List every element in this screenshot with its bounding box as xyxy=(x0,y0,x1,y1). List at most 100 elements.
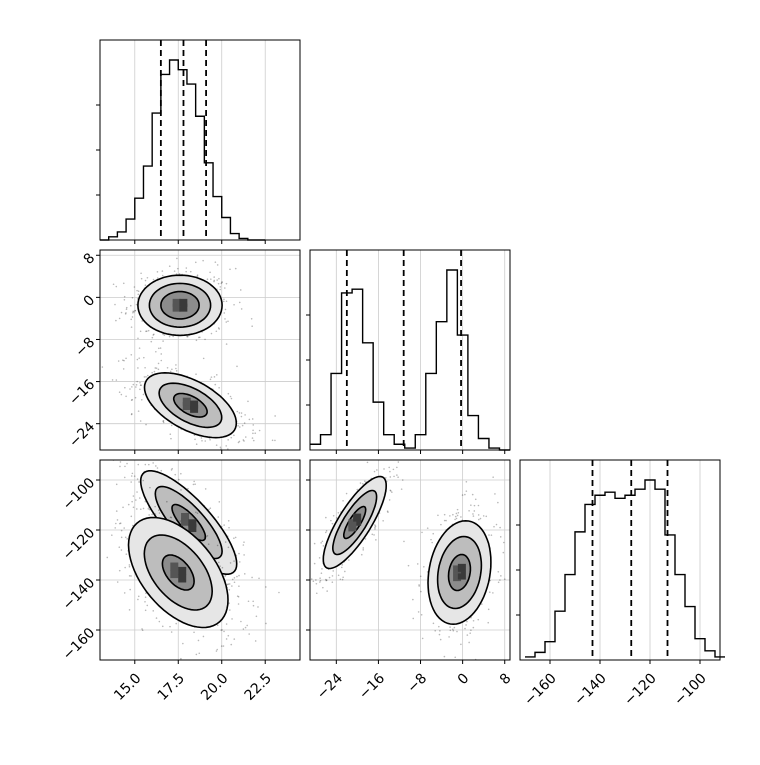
scatter-point xyxy=(213,376,216,378)
density-core-pixel xyxy=(182,401,191,410)
scatter-point xyxy=(140,272,142,275)
scatter-point xyxy=(131,386,133,388)
scatter-point xyxy=(203,536,206,538)
scatter-point xyxy=(194,261,197,264)
scatter-point xyxy=(173,270,176,272)
scatter-point xyxy=(465,490,468,492)
scatter-point xyxy=(169,625,171,628)
scatter-point xyxy=(160,469,163,472)
scatter-point xyxy=(175,622,178,625)
scatter-point xyxy=(101,366,104,368)
scatter-point xyxy=(238,440,241,443)
scatter-point xyxy=(162,340,164,342)
scatter-point xyxy=(120,393,123,396)
scatter-point xyxy=(472,619,475,622)
scatter-point xyxy=(438,625,440,628)
density-core-pixel xyxy=(190,400,199,409)
scatter-point xyxy=(149,486,151,489)
y-tick-label: −160 xyxy=(60,625,99,664)
density-core-pixel xyxy=(457,563,466,572)
scatter-point xyxy=(364,480,366,483)
scatter-point xyxy=(384,476,387,479)
scatter-point xyxy=(321,540,324,543)
histogram-step-line xyxy=(100,59,266,241)
scatter-point xyxy=(195,339,198,342)
scatter-point xyxy=(500,575,502,577)
scatter-point xyxy=(150,340,153,343)
scatter-point xyxy=(226,452,228,454)
scatter-point xyxy=(356,488,359,491)
scatter-point xyxy=(123,592,126,594)
scatter-point xyxy=(339,578,342,581)
scatter-point xyxy=(189,270,192,273)
scatter-point xyxy=(118,522,121,525)
scatter-point xyxy=(373,470,376,473)
scatter-point xyxy=(362,549,365,551)
scatter-point xyxy=(468,641,470,644)
scatter-point xyxy=(178,478,180,481)
scatter-point xyxy=(139,388,141,391)
density-core-pixel xyxy=(179,303,188,312)
scatter-point xyxy=(155,367,158,369)
scatter-point xyxy=(135,303,138,306)
scatter-point xyxy=(115,285,118,288)
scatter-point xyxy=(170,424,173,427)
scatter-point xyxy=(139,381,141,384)
x-tick-label: 15.0 xyxy=(111,670,144,703)
scatter-point xyxy=(258,429,261,432)
scatter-point xyxy=(136,508,138,510)
scatter-point xyxy=(131,500,133,503)
scatter-point xyxy=(322,545,325,547)
scatter-point xyxy=(421,531,423,534)
scatter-point xyxy=(172,335,174,338)
scatter-point xyxy=(209,271,211,274)
scatter-point xyxy=(477,514,480,516)
scatter-point xyxy=(139,508,142,511)
scatter-point xyxy=(185,270,187,273)
scatter-point xyxy=(186,335,189,338)
scatter-point xyxy=(218,277,220,280)
scatter-point xyxy=(171,368,173,371)
scatter-point xyxy=(230,436,233,439)
scatter-point xyxy=(238,574,240,577)
scatter-point xyxy=(412,617,415,620)
scatter-point xyxy=(156,271,159,273)
scatter-point xyxy=(159,347,162,349)
scatter-point xyxy=(122,368,125,370)
scatter-point xyxy=(330,519,332,522)
scatter-point xyxy=(252,424,255,426)
scatter-point xyxy=(209,378,212,381)
scatter-point xyxy=(139,384,142,386)
scatter-point xyxy=(138,481,140,483)
scatter-point xyxy=(480,603,483,605)
scatter-point xyxy=(499,579,501,581)
scatter-point xyxy=(228,469,230,471)
scatter-point xyxy=(492,592,494,594)
scatter-point xyxy=(490,534,493,536)
scatter-point xyxy=(145,376,147,378)
scatter-point xyxy=(148,514,150,516)
scatter-point xyxy=(223,524,225,526)
scatter-point xyxy=(124,465,126,468)
scatter-point xyxy=(146,604,149,607)
scatter-point xyxy=(361,482,364,485)
scatter-point xyxy=(209,439,211,441)
scatter-point xyxy=(420,614,423,616)
scatter-point xyxy=(466,634,469,636)
scatter-point xyxy=(238,301,241,304)
scatter-point xyxy=(144,284,147,286)
scatter-point xyxy=(335,517,338,519)
x-tick-label: −16 xyxy=(356,670,388,702)
scatter-point xyxy=(216,648,219,651)
scatter-point xyxy=(244,626,247,629)
scatter-point xyxy=(313,542,316,545)
scatter-point xyxy=(130,413,133,415)
scatter-point xyxy=(497,501,499,504)
scatter-point xyxy=(416,563,419,565)
scatter-point xyxy=(236,365,238,368)
scatter-point xyxy=(401,479,404,481)
scatter-point xyxy=(134,309,136,312)
scatter-point xyxy=(125,357,127,360)
scatter-point xyxy=(220,282,223,285)
